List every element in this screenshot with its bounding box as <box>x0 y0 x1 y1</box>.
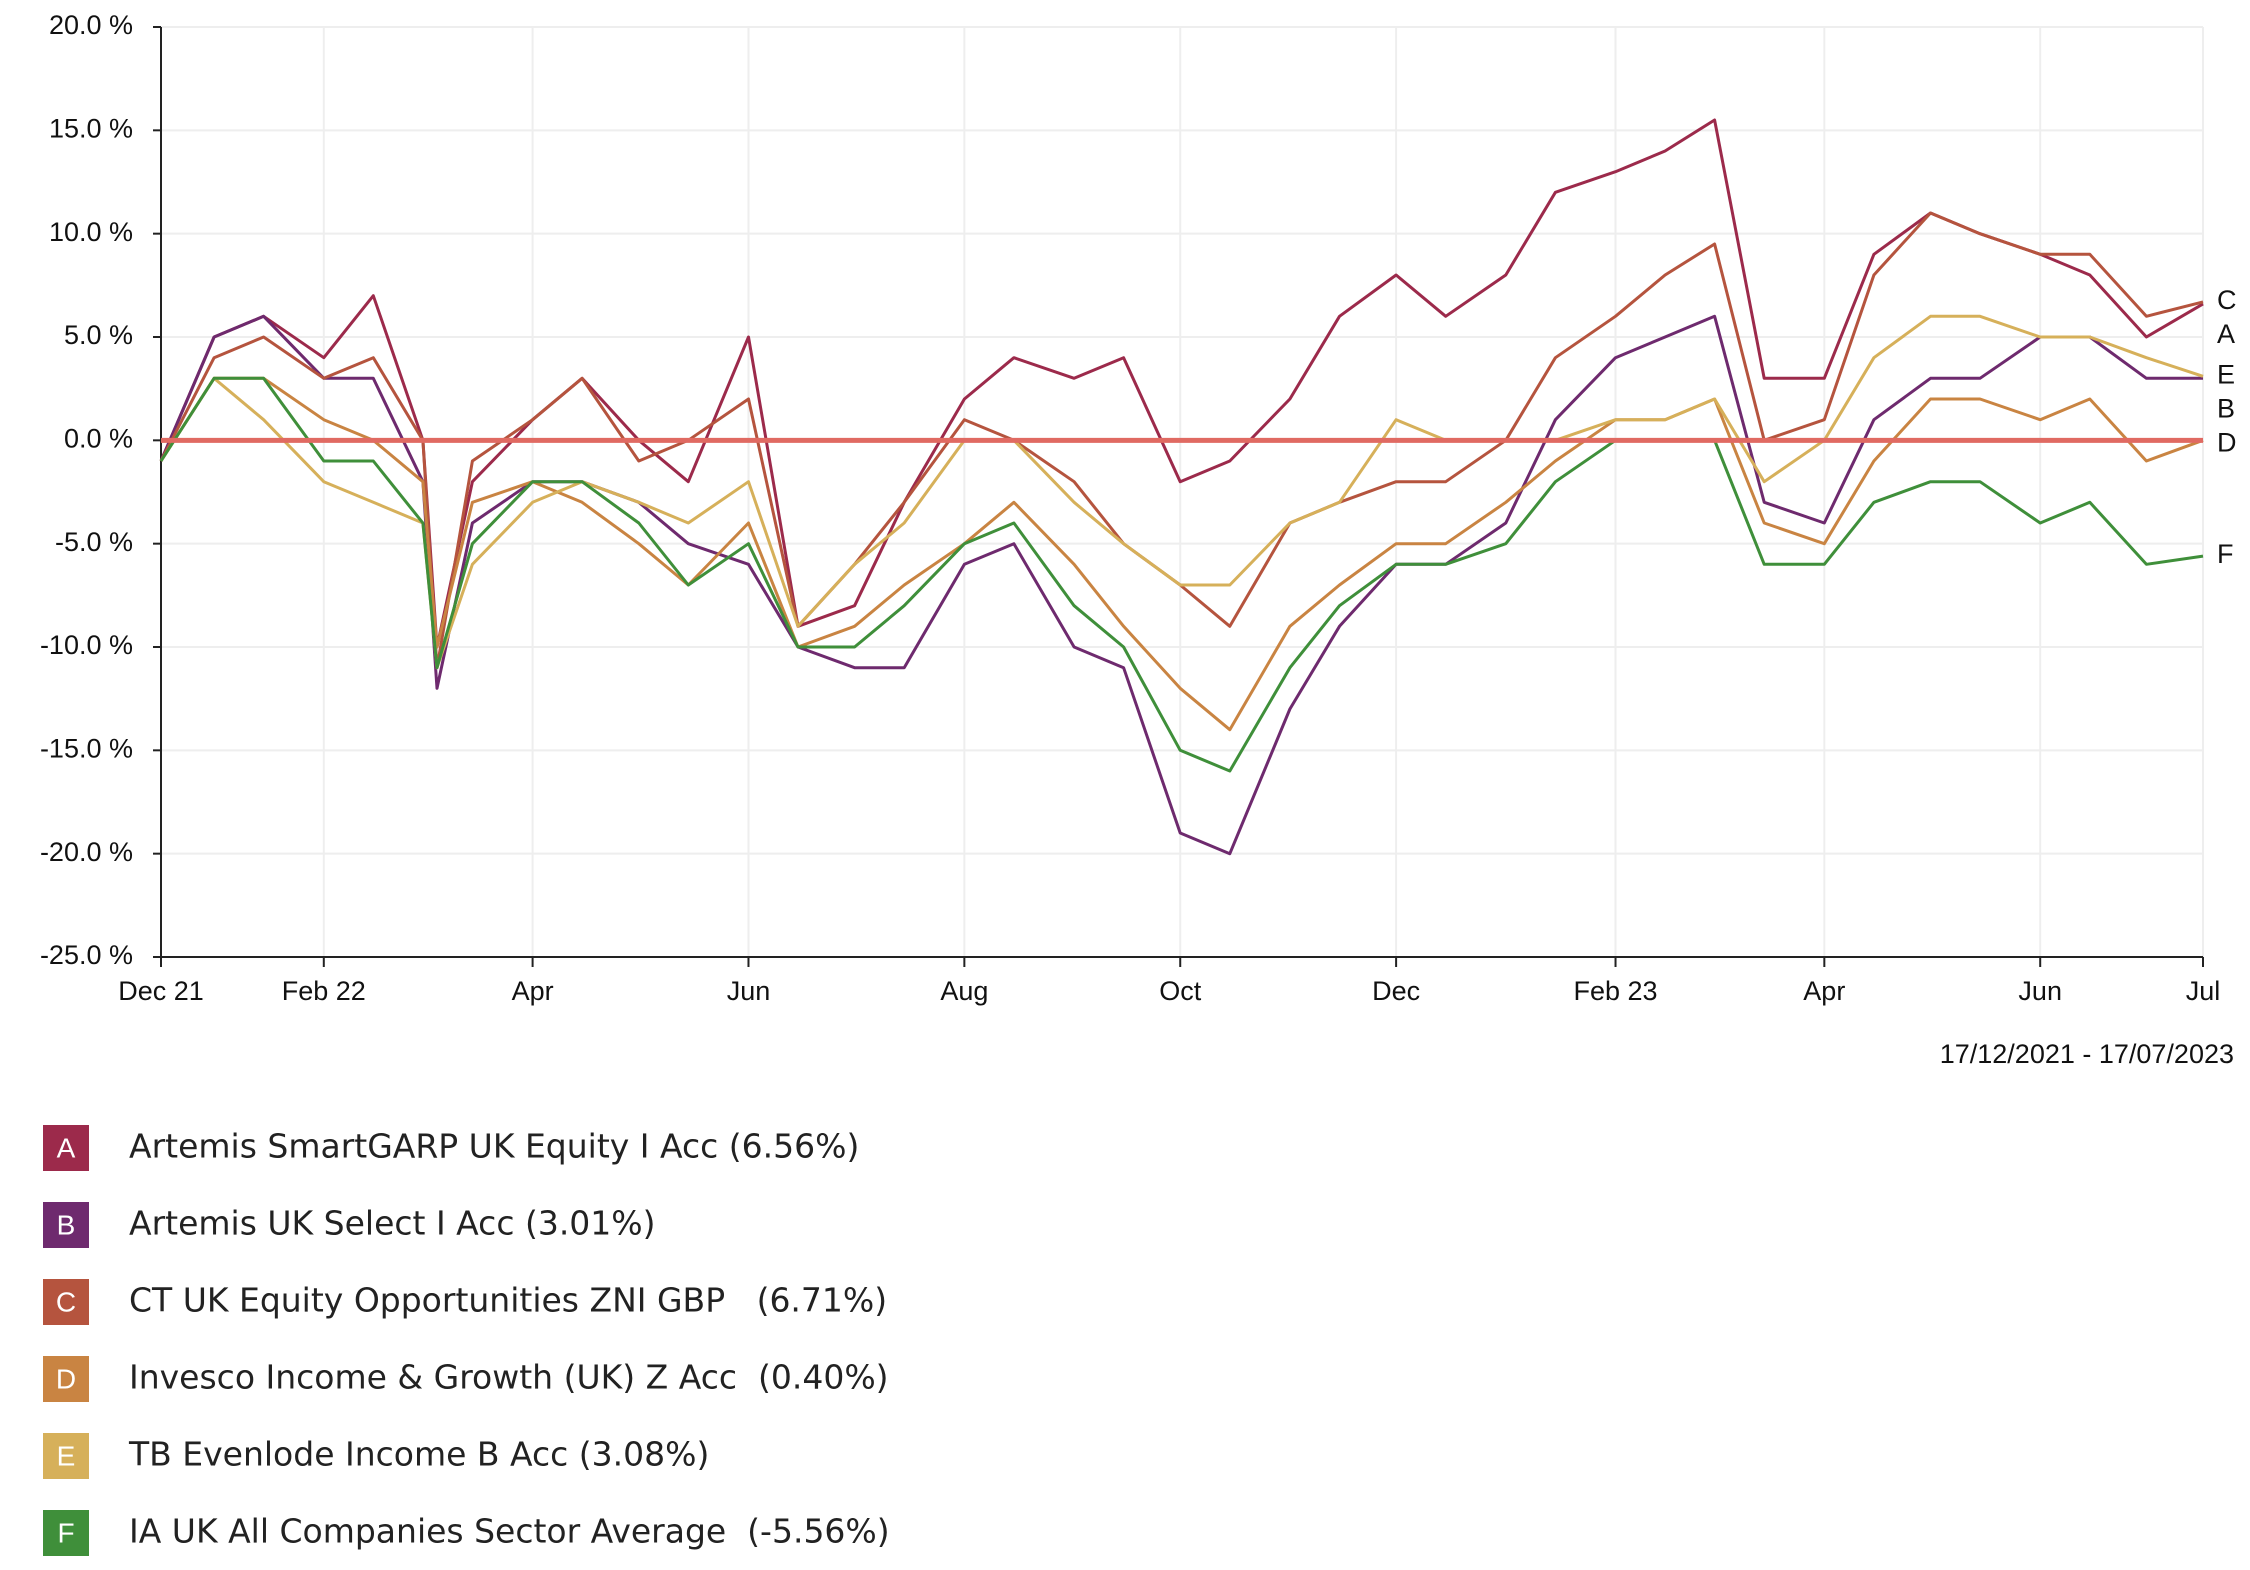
x-tick-label: Dec <box>1372 976 1420 1006</box>
x-tick-label: Dec 21 <box>118 976 204 1006</box>
y-tick-label: 20.0 % <box>49 10 133 40</box>
date-range: 17/12/2021 - 17/07/2023 <box>1940 1039 2234 1069</box>
legend-letter: B <box>57 1209 76 1240</box>
x-tick-label: Oct <box>1159 976 1202 1006</box>
x-tick-label: Feb 23 <box>1573 976 1657 1006</box>
y-tick-label: -5.0 % <box>55 527 133 557</box>
x-tick-label: Jul <box>2186 976 2221 1006</box>
legend-label: Invesco Income & Growth (UK) Z Acc (0.40… <box>129 1358 889 1397</box>
y-tick-label: -20.0 % <box>40 837 133 867</box>
legend-label: IA UK All Companies Sector Average (-5.5… <box>129 1512 890 1551</box>
legend-label: TB Evenlode Income B Acc (3.08%) <box>128 1435 709 1474</box>
legend-letter: D <box>56 1363 76 1394</box>
series-line <box>159 118 2204 649</box>
y-tick-label: -25.0 % <box>40 940 133 970</box>
end-label: C <box>2217 285 2237 315</box>
series-line <box>159 376 2204 773</box>
y-tick-label: 15.0 % <box>49 113 133 143</box>
x-tick-label: Jun <box>727 976 771 1006</box>
y-tick-label: 0.0 % <box>64 423 133 453</box>
end-label: F <box>2217 539 2234 569</box>
y-tick-label: 10.0 % <box>49 217 133 247</box>
legend-letter: F <box>57 1517 74 1548</box>
series-line <box>159 314 2204 670</box>
x-tick-label: Jun <box>2018 976 2062 1006</box>
end-label: E <box>2217 359 2235 389</box>
legend-swatch <box>43 1356 89 1402</box>
series-line <box>159 376 2204 732</box>
end-label: A <box>2217 319 2235 349</box>
end-label: D <box>2217 427 2237 457</box>
y-tick-label: 5.0 % <box>64 320 133 350</box>
y-tick-label: -15.0 % <box>40 733 133 763</box>
end-label: B <box>2217 393 2235 423</box>
legend-swatch <box>43 1202 89 1248</box>
legend-label: CT UK Equity Opportunities ZNI GBP (6.71… <box>129 1281 887 1320</box>
legend-letter: E <box>57 1440 76 1471</box>
legend-swatch <box>43 1279 89 1325</box>
legend-swatch <box>43 1510 89 1556</box>
x-tick-label: Aug <box>940 976 988 1006</box>
x-tick-label: Feb 22 <box>282 976 366 1006</box>
legend-label: Artemis UK Select I Acc (3.01%) <box>129 1204 656 1243</box>
x-tick-label: Apr <box>512 976 554 1006</box>
legend-swatch <box>43 1433 89 1479</box>
legend-letter: C <box>56 1286 76 1317</box>
y-tick-label: -10.0 % <box>40 630 133 660</box>
x-tick-label: Apr <box>1803 976 1845 1006</box>
legend-letter: A <box>57 1132 76 1163</box>
legend-label: Artemis SmartGARP UK Equity I Acc (6.56%… <box>129 1127 859 1166</box>
legend-swatch <box>43 1125 89 1171</box>
